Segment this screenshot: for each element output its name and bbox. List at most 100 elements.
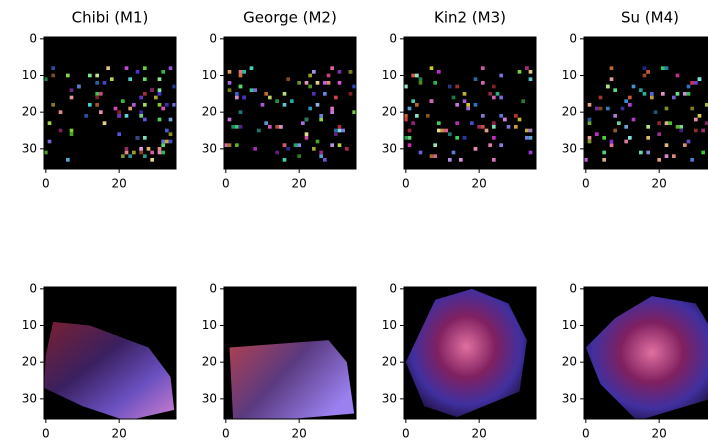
pixel [664, 66, 669, 70]
x-tick-label: 20 [472, 177, 487, 191]
image [44, 287, 176, 419]
pixel [319, 117, 323, 122]
pixel [628, 95, 632, 100]
image [584, 37, 708, 169]
pixel [95, 92, 99, 96]
y-tick-label: 10 [202, 68, 217, 82]
image-background [44, 37, 176, 169]
pixel [455, 121, 459, 125]
pixel [157, 77, 162, 81]
pixel [352, 110, 356, 114]
pixel [418, 150, 423, 155]
pixel [235, 143, 239, 147]
pixel [525, 136, 529, 140]
pixel [448, 158, 452, 162]
pixel [587, 136, 592, 140]
pixel [418, 81, 423, 85]
pixel [157, 92, 162, 96]
y-tick-label: 30 [22, 141, 37, 155]
pixel [352, 84, 356, 89]
pixel [661, 66, 665, 70]
pixel [143, 154, 147, 158]
pixel [330, 66, 334, 70]
panel-title: Su (M4) [621, 9, 679, 27]
pixel [415, 103, 419, 107]
pixel [146, 147, 151, 151]
pixel [686, 84, 691, 89]
pixel [102, 81, 107, 85]
pixel [51, 66, 55, 70]
pixel [282, 103, 287, 107]
pixel [481, 66, 485, 70]
x-tick-label: 0 [402, 177, 410, 191]
image-background [584, 37, 708, 169]
pixel [157, 103, 162, 107]
pixel [341, 128, 345, 133]
pixel [473, 77, 478, 81]
pixel [642, 73, 647, 78]
pixel [429, 99, 434, 103]
pixel [672, 95, 676, 100]
pixel [139, 95, 143, 100]
pixel [268, 95, 272, 100]
pixel [528, 136, 533, 140]
pixel [683, 143, 687, 147]
pixel [690, 106, 694, 111]
pixel [157, 147, 162, 151]
image-region [44, 321, 175, 419]
pixel [47, 139, 52, 144]
pixel [404, 117, 408, 122]
pixel [675, 73, 680, 78]
x-tick-label: 20 [112, 427, 127, 441]
pixel [415, 73, 419, 78]
pixel [495, 92, 500, 96]
pixel [58, 110, 63, 114]
pixel [473, 147, 478, 151]
pixel [161, 70, 165, 74]
pixel [58, 128, 63, 133]
x-tick-label: 20 [292, 427, 307, 441]
pixel [135, 70, 140, 74]
y-tick-label: 30 [202, 141, 217, 155]
pixel [598, 95, 603, 100]
x-tick-label: 20 [472, 427, 487, 441]
pixel [334, 128, 338, 133]
pixel [448, 84, 452, 89]
pixel [587, 121, 592, 125]
pixel [66, 158, 70, 162]
pixel [517, 117, 522, 122]
pixel [231, 125, 235, 129]
pixel [664, 121, 669, 125]
pixel [602, 136, 606, 140]
pixel [319, 150, 323, 155]
pixel [690, 81, 694, 85]
pixel [326, 81, 331, 85]
axes-frame [223, 36, 357, 170]
panel-title: Chibi (M1) [72, 9, 149, 27]
pixel [286, 77, 290, 81]
pixel [404, 84, 408, 89]
pixel [282, 158, 287, 162]
pixel [286, 147, 290, 151]
pixel [697, 77, 702, 81]
pixel [705, 103, 708, 107]
pixel [312, 70, 316, 74]
pixel [407, 128, 412, 133]
pixel [664, 143, 669, 147]
y-tick-label: 0 [569, 31, 577, 45]
pixel [69, 95, 74, 100]
pixel [117, 110, 121, 114]
pixel [161, 139, 165, 144]
pixel [260, 103, 265, 107]
pixel [620, 106, 625, 111]
image [224, 37, 356, 169]
pixel [664, 106, 669, 111]
y-tick-label: 30 [382, 391, 397, 405]
pixel [613, 128, 617, 133]
y-tick-label: 0 [209, 281, 217, 295]
pixel [525, 128, 529, 133]
pixel [337, 128, 342, 133]
y-tick-label: 20 [22, 355, 37, 369]
pixel [275, 99, 279, 103]
image-region [229, 340, 355, 419]
